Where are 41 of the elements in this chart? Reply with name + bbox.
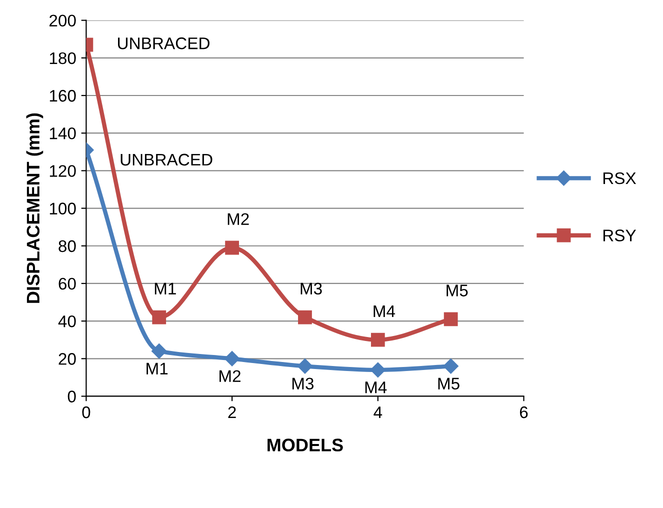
annotation: M4	[365, 382, 387, 394]
annotation: UNBRACED	[118, 37, 210, 50]
annotation: M4	[374, 305, 396, 317]
y-axis-title: DISPLACEMENT (mm)	[26, 113, 44, 303]
annotation: UNBRACED	[120, 154, 212, 166]
x-tick-label: 2	[228, 406, 236, 418]
annotation: M3	[292, 378, 314, 390]
point	[152, 344, 167, 359]
point	[370, 332, 385, 347]
legend-label: RSX	[603, 172, 636, 184]
x-tick-label: 6	[520, 406, 528, 418]
y-tick-label: 140	[50, 127, 76, 140]
y-tick-label: 100	[50, 202, 76, 214]
point	[152, 310, 166, 324]
point	[298, 310, 312, 324]
y-tick-label: 160	[50, 90, 76, 102]
point	[224, 351, 240, 366]
y-tick-label: 180	[50, 52, 76, 64]
annotation: M5	[446, 284, 468, 296]
y-tick-label: 80	[58, 240, 76, 252]
annotation: M2	[220, 370, 240, 382]
annotation: M1	[154, 282, 176, 294]
x-tick-label: 4	[374, 406, 382, 418]
y-tick-label: 60	[58, 278, 76, 290]
point	[225, 240, 239, 255]
point	[443, 358, 458, 374]
y-tick-label: 40	[58, 315, 76, 328]
y-tick-label: 0	[68, 390, 76, 402]
point	[297, 358, 313, 374]
annotation: M1	[146, 362, 168, 374]
x-axis-title: MODELS	[268, 438, 343, 452]
annotation: M5	[438, 378, 460, 390]
y-tick-label: 120	[50, 165, 76, 177]
y-tick-label: 200	[50, 14, 76, 27]
x-tick-label: 0	[82, 406, 90, 418]
annotation: M2	[228, 213, 249, 225]
point	[444, 312, 458, 326]
annotation: M3	[300, 282, 322, 295]
y-tick-label: 20	[58, 353, 76, 365]
point	[370, 362, 386, 378]
legend-label: RSY	[603, 230, 636, 242]
